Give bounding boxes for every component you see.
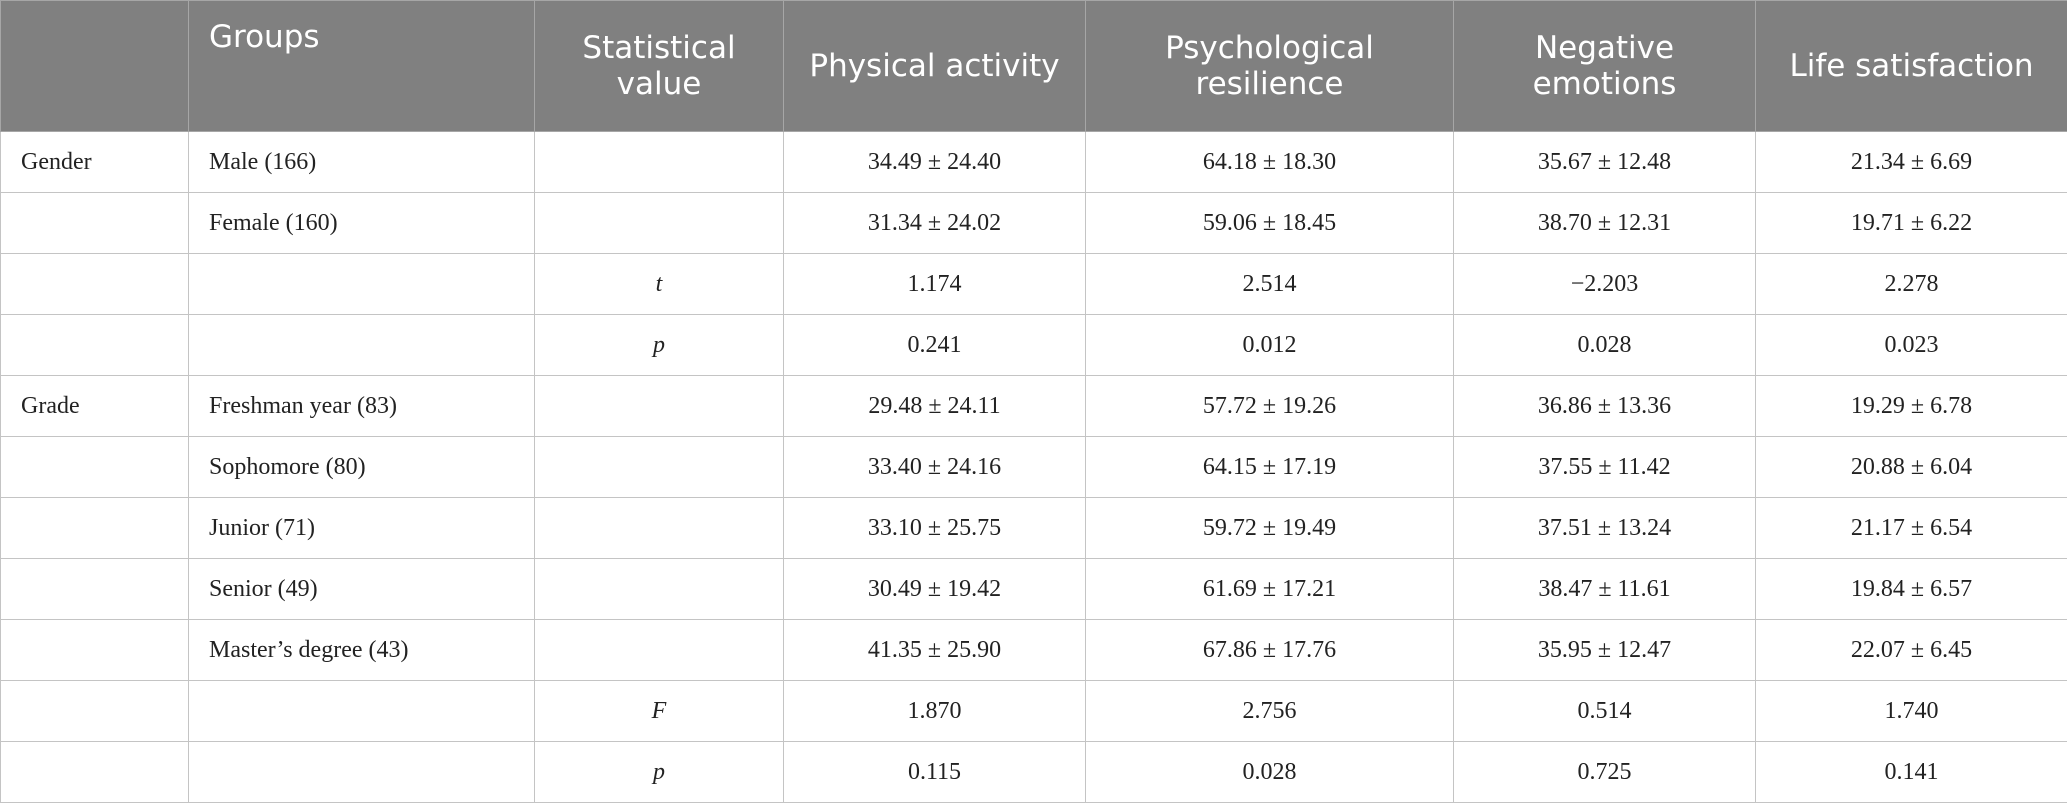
category-cell (0, 680, 189, 742)
table-row: Female (160) 31.34 ± 24.02 59.06 ± 18.45 38… (0, 192, 2067, 254)
value-cell: 20.88 ± 6.04 (1755, 436, 2067, 498)
value-cell: 59.72 ± 19.49 (1085, 497, 1454, 559)
value-cell: 2.756 (1085, 680, 1454, 742)
category-cell (0, 619, 189, 681)
header-row: Groups Statistical value Physical activity… (0, 0, 2067, 132)
header-cell: Psychological resilience (1085, 0, 1454, 132)
category-cell (0, 192, 189, 254)
group-cell: Master’s degree (43) (188, 619, 535, 681)
value-cell: 33.10 ± 25.75 (783, 497, 1086, 559)
value-cell: 19.29 ± 6.78 (1755, 375, 2067, 437)
value-cell: 0.012 (1085, 314, 1454, 376)
stat-cell: p (534, 741, 784, 803)
group-cell: Female (160) (188, 192, 535, 254)
stat-cell: p (534, 314, 784, 376)
value-cell: 38.70 ± 12.31 (1453, 192, 1756, 254)
header-cell (0, 0, 189, 132)
value-cell: 29.48 ± 24.11 (783, 375, 1086, 437)
value-cell: −2.203 (1453, 253, 1756, 315)
stat-cell (534, 375, 784, 437)
value-cell: 67.86 ± 17.76 (1085, 619, 1454, 681)
value-cell: 57.72 ± 19.26 (1085, 375, 1454, 437)
group-cell (188, 314, 535, 376)
value-cell: 30.49 ± 19.42 (783, 558, 1086, 620)
value-cell: 21.17 ± 6.54 (1755, 497, 2067, 559)
table-row: Senior (49) 30.49 ± 19.42 61.69 ± 17.21 38.… (0, 558, 2067, 620)
value-cell: 1.174 (783, 253, 1086, 315)
group-cell: Sophomore (80) (188, 436, 535, 498)
group-cell (188, 253, 535, 315)
value-cell: 35.95 ± 12.47 (1453, 619, 1756, 681)
category-cell (0, 558, 189, 620)
value-cell: 2.278 (1755, 253, 2067, 315)
value-cell: 21.34 ± 6.69 (1755, 131, 2067, 193)
group-cell: Male (166) (188, 131, 535, 193)
table-row: p 0.115 0.028 0.725 0.141 (0, 741, 2067, 803)
value-cell: 59.06 ± 18.45 (1085, 192, 1454, 254)
value-cell: 37.55 ± 11.42 (1453, 436, 1756, 498)
value-cell: 64.15 ± 17.19 (1085, 436, 1454, 498)
value-cell: 35.67 ± 12.48 (1453, 131, 1756, 193)
value-cell: 38.47 ± 11.61 (1453, 558, 1756, 620)
value-cell: 22.07 ± 6.45 (1755, 619, 2067, 681)
table-row: Junior (71) 33.10 ± 25.75 59.72 ± 19.49 37.… (0, 497, 2067, 559)
table-body: Gender Male (166) 34.49 ± 24.40 64.18 ± 18.… (0, 131, 2067, 803)
group-cell (188, 680, 535, 742)
category-cell (0, 497, 189, 559)
header-cell: Life satisfaction (1755, 0, 2067, 132)
header-cell: Groups (188, 0, 535, 132)
stat-cell (534, 192, 784, 254)
value-cell: 33.40 ± 24.16 (783, 436, 1086, 498)
value-cell: 0.023 (1755, 314, 2067, 376)
table-row: Sophomore (80) 33.40 ± 24.16 64.15 ± 17.19… (0, 436, 2067, 498)
value-cell: 1.740 (1755, 680, 2067, 742)
table-row: Gender Male (166) 34.49 ± 24.40 64.18 ± 18.… (0, 131, 2067, 193)
table-row: p 0.241 0.012 0.028 0.023 (0, 314, 2067, 376)
table-row: F 1.870 2.756 0.514 1.740 (0, 680, 2067, 742)
value-cell: 0.028 (1085, 741, 1454, 803)
header-cell: Physical activity (783, 0, 1086, 132)
value-cell: 64.18 ± 18.30 (1085, 131, 1454, 193)
value-cell: 41.35 ± 25.90 (783, 619, 1086, 681)
stat-cell (534, 436, 784, 498)
stat-cell (534, 619, 784, 681)
stat-cell (534, 131, 784, 193)
group-cell: Junior (71) (188, 497, 535, 559)
header-cell: Negative emotions (1453, 0, 1756, 132)
value-cell: 0.514 (1453, 680, 1756, 742)
stat-cell: F (534, 680, 784, 742)
group-cell (188, 741, 535, 803)
value-cell: 19.84 ± 6.57 (1755, 558, 2067, 620)
stat-cell: t (534, 253, 784, 315)
value-cell: 19.71 ± 6.22 (1755, 192, 2067, 254)
table-row: Grade Freshman year (83) 29.48 ± 24.11 57.7… (0, 375, 2067, 437)
category-cell (0, 253, 189, 315)
group-cell: Senior (49) (188, 558, 535, 620)
table-row: Master’s degree (43) 41.35 ± 25.90 67.86 ±… (0, 619, 2067, 681)
value-cell: 0.141 (1755, 741, 2067, 803)
category-cell (0, 314, 189, 376)
value-cell: 0.725 (1453, 741, 1756, 803)
value-cell: 0.241 (783, 314, 1086, 376)
header-cell: Statistical value (534, 0, 784, 132)
table-row: t 1.174 2.514 −2.203 2.278 (0, 253, 2067, 315)
category-cell: Grade (0, 375, 189, 437)
value-cell: 0.115 (783, 741, 1086, 803)
value-cell: 36.86 ± 13.36 (1453, 375, 1756, 437)
value-cell: 34.49 ± 24.40 (783, 131, 1086, 193)
value-cell: 2.514 (1085, 253, 1454, 315)
group-cell: Freshman year (83) (188, 375, 535, 437)
category-cell (0, 436, 189, 498)
value-cell: 1.870 (783, 680, 1086, 742)
stat-cell (534, 497, 784, 559)
value-cell: 31.34 ± 24.02 (783, 192, 1086, 254)
value-cell: 37.51 ± 13.24 (1453, 497, 1756, 559)
category-cell: Gender (0, 131, 189, 193)
stat-cell (534, 558, 784, 620)
value-cell: 61.69 ± 17.21 (1085, 558, 1454, 620)
category-cell (0, 741, 189, 803)
value-cell: 0.028 (1453, 314, 1756, 376)
